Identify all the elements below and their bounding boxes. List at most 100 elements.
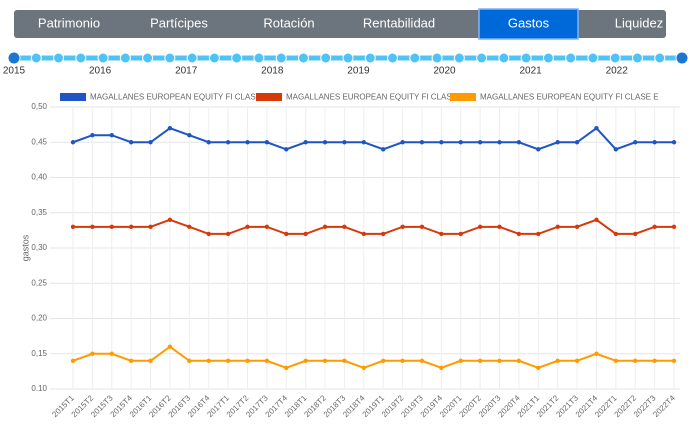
point [613,147,619,152]
timeline-dot[interactable] [542,52,554,64]
tab[interactable]: Rentabilidad [363,15,435,30]
point [148,224,153,230]
timeline-dot[interactable] [231,52,243,64]
timeline-dot[interactable] [520,52,532,64]
timeline-dot[interactable] [453,52,465,64]
legend-label: MAGALLANES EUROPEAN EQUITY FI CLASE M [90,93,270,102]
x-tick-label: 2022T4 [651,393,677,419]
timeline-dot[interactable] [253,52,265,64]
timeline-dot[interactable] [97,52,109,64]
timeline-dot[interactable] [164,52,176,64]
timeline-dot[interactable] [609,52,621,64]
point [477,358,483,363]
point [128,140,134,145]
timeline-dot[interactable] [186,52,198,64]
timeline-year: 2017 [175,66,198,77]
timeline-dot[interactable] [631,52,643,64]
y-tick-label: 0,45 [31,137,47,146]
timeline-dot[interactable] [7,51,21,65]
timeline-dot[interactable] [654,52,666,64]
timeline-dot[interactable] [320,52,332,64]
timeline-dot[interactable] [387,52,399,64]
point [245,140,250,145]
timeline-dot[interactable] [75,52,87,64]
series-line [73,218,674,235]
point [516,358,522,363]
point [284,147,289,152]
timeline-dot[interactable] [275,52,287,64]
point [380,358,386,363]
point [536,231,541,237]
point [90,133,95,138]
point [555,224,560,230]
point [652,140,657,145]
point [361,365,367,371]
point [419,140,425,145]
timeline-year: 2015 [3,66,26,77]
point [245,358,250,363]
tab[interactable]: Partícipes [150,15,208,30]
point [206,231,211,237]
point [167,125,173,131]
point [148,358,153,363]
timeline-dot[interactable] [119,52,131,64]
point [361,140,367,145]
point [419,224,425,230]
timeline-dot[interactable] [342,52,354,64]
point [574,224,580,230]
y-tick-label: 0,30 [31,243,47,252]
y-tick-label: 0,25 [31,278,47,287]
timeline-dot[interactable] [208,52,220,64]
timeline-dot[interactable] [409,52,421,64]
point [303,140,308,145]
point [671,358,677,363]
timeline-dot[interactable] [498,52,510,64]
point [380,231,386,237]
point [264,224,270,230]
timeline-dot[interactable] [142,52,154,64]
series-line [72,126,674,151]
timeline-dot[interactable] [587,52,599,64]
timeline-dot[interactable] [476,52,488,64]
tab[interactable]: Liquidez [615,15,663,30]
point [70,224,76,230]
timeline-year: 2022 [606,66,629,77]
point [574,358,580,363]
tab[interactable]: Gastos [508,15,550,30]
point [458,140,463,145]
timeline-dot[interactable] [53,52,65,64]
timeline-dot[interactable] [364,52,376,64]
timeline-dot[interactable] [30,52,42,64]
y-tick-label: 0,50 [31,102,47,111]
point [458,231,463,237]
point [109,224,114,230]
active-tab [478,8,579,40]
timeline-year: 2020 [433,66,456,77]
point [516,231,522,237]
timeline-dot[interactable] [431,52,443,64]
point [400,224,405,230]
point [90,351,95,356]
point [70,358,76,363]
point [322,140,328,145]
y-tick-label: 0,15 [31,349,47,358]
point [555,358,560,363]
point [400,140,405,145]
point [187,133,192,138]
point [109,133,114,138]
timeline-year: 2018 [261,66,284,77]
tab[interactable]: Rotación [263,15,314,30]
point [516,140,522,145]
point [322,224,328,230]
timeline-dot[interactable] [675,51,689,65]
timeline-dot[interactable] [297,52,309,64]
tab[interactable]: Patrimonio [38,15,100,30]
point [245,224,250,230]
timeline-dot[interactable] [565,52,577,64]
point [555,140,560,145]
point [380,147,386,152]
point [477,140,483,145]
point [128,224,134,230]
